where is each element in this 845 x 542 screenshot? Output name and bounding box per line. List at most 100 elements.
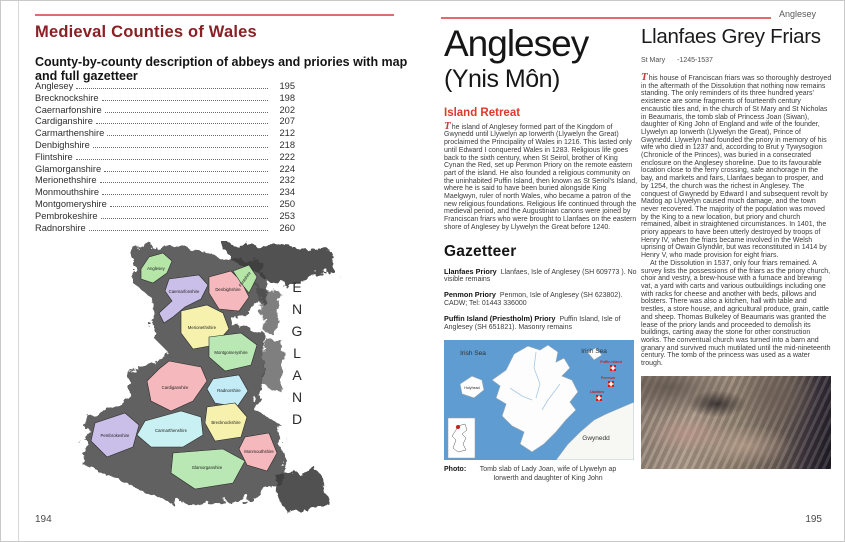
county-label: Montgomeryshire xyxy=(214,350,248,355)
toc-row: Brecknockshire 198 xyxy=(35,92,295,104)
toc-leader-dots xyxy=(92,139,268,148)
entry-dates: -1245-1537 xyxy=(677,57,713,64)
article-title: Anglesey xyxy=(444,23,589,64)
county-caernarfonshire xyxy=(158,274,209,324)
toc-county: Cardiganshire xyxy=(35,116,93,127)
marker-cross-h xyxy=(596,397,602,400)
county-montgomeryshire xyxy=(208,332,258,372)
county-label: Radnorshire xyxy=(217,388,241,393)
left-page-title: Medieval Counties of Wales xyxy=(35,23,257,41)
toc-county: Flintshire xyxy=(35,151,73,162)
left-page-subtitle: County-by-county description of abbeys a… xyxy=(35,55,408,83)
gazetteer-entry-name: Puffin Island (Priestholm) Priory xyxy=(444,313,556,323)
county-label: Anglesey xyxy=(147,266,166,271)
toc-leader-dots xyxy=(76,80,268,89)
wales-counties-map: Anglesey Caernarfonshire Denbighshire Fl… xyxy=(83,243,335,513)
marker-cross-h xyxy=(608,383,614,386)
toc-leader-dots xyxy=(75,151,268,160)
county-flintshire xyxy=(232,264,258,294)
toc-page-number: 195 xyxy=(279,81,295,91)
marker-cross-h xyxy=(610,367,616,370)
right-page-top-rule xyxy=(441,17,771,19)
toc-page-number: 224 xyxy=(279,163,295,174)
toc-leader-dots xyxy=(95,115,268,125)
county-label: Caernarfonshire xyxy=(169,289,200,294)
toc-county: Anglesey xyxy=(35,81,74,91)
toc-page-number: 202 xyxy=(279,104,295,115)
england-label: ENGLAND xyxy=(289,279,305,433)
toc-leader-dots xyxy=(99,174,268,184)
priory-markers: Puffin Island Penmon Llanfaes xyxy=(590,360,622,402)
toc-page-number: 250 xyxy=(279,198,295,209)
entry-column: Llanfaes Grey Friars St Mary -1245-1537 T… xyxy=(641,25,832,469)
toc-page-number: 222 xyxy=(279,151,295,162)
county-label: Monmouthshire xyxy=(244,449,274,454)
article-welsh-title: (Ynis Môn) xyxy=(444,64,560,93)
toc-page-number: 253 xyxy=(279,210,295,221)
gazetteer-entry-details: Puffin Island, Isle of Anglesey (SH 6518… xyxy=(444,315,621,331)
toc-leader-dots xyxy=(100,210,268,219)
toc-row: Merionethshire 232 xyxy=(35,174,295,186)
toc-county: Montgomeryshire xyxy=(35,198,107,209)
county-label: Carmarthenshire xyxy=(155,428,188,433)
county-glamorganshire xyxy=(170,448,246,490)
toc-county: Carmarthenshire xyxy=(35,128,105,139)
county-labels: Anglesey Caernarfonshire Denbighshire Fl… xyxy=(101,266,275,470)
toc-page-number: 232 xyxy=(279,175,295,186)
entry-paragraph-2: At the Dissolution in 1537, only four fr… xyxy=(641,259,831,368)
toc-leader-dots xyxy=(104,163,268,172)
rivers xyxy=(509,352,561,411)
toc-row: Pembrokeshire 253 xyxy=(35,210,295,222)
gazetteer-heading: Gazetteer xyxy=(444,242,517,260)
irish-sea-label-right: Irish Sea xyxy=(581,348,607,355)
county-denbighshire xyxy=(208,270,250,312)
left-page-top-rule xyxy=(35,14,394,16)
wales-locator-inset xyxy=(447,418,476,459)
page-edge-line xyxy=(18,1,19,541)
toc-row: Flintshire 222 xyxy=(35,151,295,163)
dropcap: T xyxy=(444,119,451,132)
gazetteer-entry: Puffin Island (Priestholm) Priory Puffin … xyxy=(444,313,638,332)
puffin-island-shape xyxy=(586,347,603,361)
wales-outline xyxy=(451,424,468,453)
gwynedd-label: Gwynedd xyxy=(582,435,610,442)
toc-leader-dots xyxy=(109,198,268,207)
toc-leader-dots xyxy=(102,186,268,196)
county-carmarthenshire xyxy=(136,410,204,448)
toc-county: Caernarfonshire xyxy=(35,104,102,115)
gazetteer-entry-name: Llanfaes Priory xyxy=(444,266,497,276)
toc-row: Caernarfonshire 202 xyxy=(35,104,295,116)
county-label: Brecknockshire xyxy=(211,420,241,425)
photo-caption-text: Tomb slab of Lady Joan, wife of Llywelyn… xyxy=(479,466,617,482)
dropcap: T xyxy=(641,71,648,83)
photo-caption: Photo: Tomb slab of Lady Joan, wife of L… xyxy=(444,466,638,483)
county-cardiganshire xyxy=(146,360,208,412)
county-label: Cardiganshire xyxy=(162,385,189,390)
toc-row: Carmarthenshire 212 xyxy=(35,127,295,139)
toc-page-number: 212 xyxy=(279,128,295,139)
marker-label: Puffin Island xyxy=(600,360,622,364)
running-header: Anglesey xyxy=(779,9,817,19)
intro-text: he island of Anglesey formed part of the… xyxy=(444,123,638,231)
toc-row: Radnorshire 260 xyxy=(35,222,295,234)
gwynedd-mainland xyxy=(555,402,634,461)
tomb-slab-photo xyxy=(641,375,831,469)
county-monmouthshire xyxy=(238,432,278,472)
toc-page-number: 260 xyxy=(279,222,295,233)
gazetteer-entry: Llanfaes Priory Llanfaes, Isle of Anglese… xyxy=(444,266,638,285)
county-anglesey xyxy=(140,252,173,284)
toc-county: Brecknockshire xyxy=(35,92,99,103)
county-pembrokeshire xyxy=(90,412,140,458)
holyhead-label: Holyhead xyxy=(464,386,479,390)
toc-page-number: 234 xyxy=(279,187,295,198)
toc-leader-dots xyxy=(88,222,268,231)
toc-county: Merionethshire xyxy=(35,175,97,186)
marker-penmon: Penmon xyxy=(601,376,615,388)
toc-row: Monmouthshire 234 xyxy=(35,186,295,198)
entry-dedication: St Mary xyxy=(641,57,666,64)
toc-county: Denbighshire xyxy=(35,139,90,150)
intro-paragraph: The island of Anglesey formed part of th… xyxy=(444,119,638,232)
marker-label: Penmon xyxy=(601,376,615,380)
county-label: Denbighshire xyxy=(215,287,241,292)
